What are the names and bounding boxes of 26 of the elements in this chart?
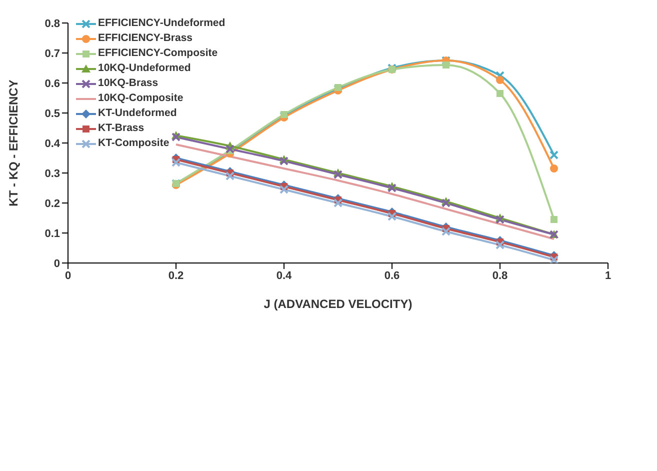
y-axis-title: KT - KQ - EFFICIENCY: [6, 80, 20, 206]
x-tick-label: 0.4: [276, 270, 293, 282]
x-tick-label: 0.8: [492, 270, 508, 282]
legend-label: 10KQ-Composite: [98, 91, 184, 106]
y-tick-label: 0.3: [44, 168, 60, 180]
x-tick-label: 0.6: [384, 270, 400, 282]
legend-label: EFFICIENCY-Brass: [98, 31, 193, 46]
x-tick-label: 1: [604, 270, 612, 282]
y-tick-label: 0.2: [44, 198, 60, 210]
legend-label: KT-Brass: [98, 121, 144, 136]
legend-label: 10KQ-Undeformed: [98, 61, 191, 76]
y-tick-label: 0.4: [44, 138, 61, 150]
legend-label: KT-Undeformed: [98, 106, 177, 121]
x-tick-label: 0: [64, 270, 72, 282]
legend-label: EFFICIENCY-Composite: [98, 46, 218, 61]
legend-label: KT-Composite: [98, 136, 170, 151]
legend-label: 10KQ-Brass: [98, 76, 158, 91]
y-tick-label: 0.8: [44, 18, 60, 30]
y-tick-label: 0.5: [44, 108, 60, 120]
y-tick-label: 0.1: [44, 228, 60, 240]
y-tick-label: 0: [54, 258, 60, 270]
y-tick-label: 0.7: [44, 48, 60, 60]
x-tick-label: 0.2: [168, 270, 184, 282]
y-tick-label: 0.6: [44, 78, 60, 90]
x-axis-title: J (ADVANCED VELOCITY): [264, 297, 412, 311]
legend-label: EFFICIENCY-Undeformed: [98, 16, 226, 31]
